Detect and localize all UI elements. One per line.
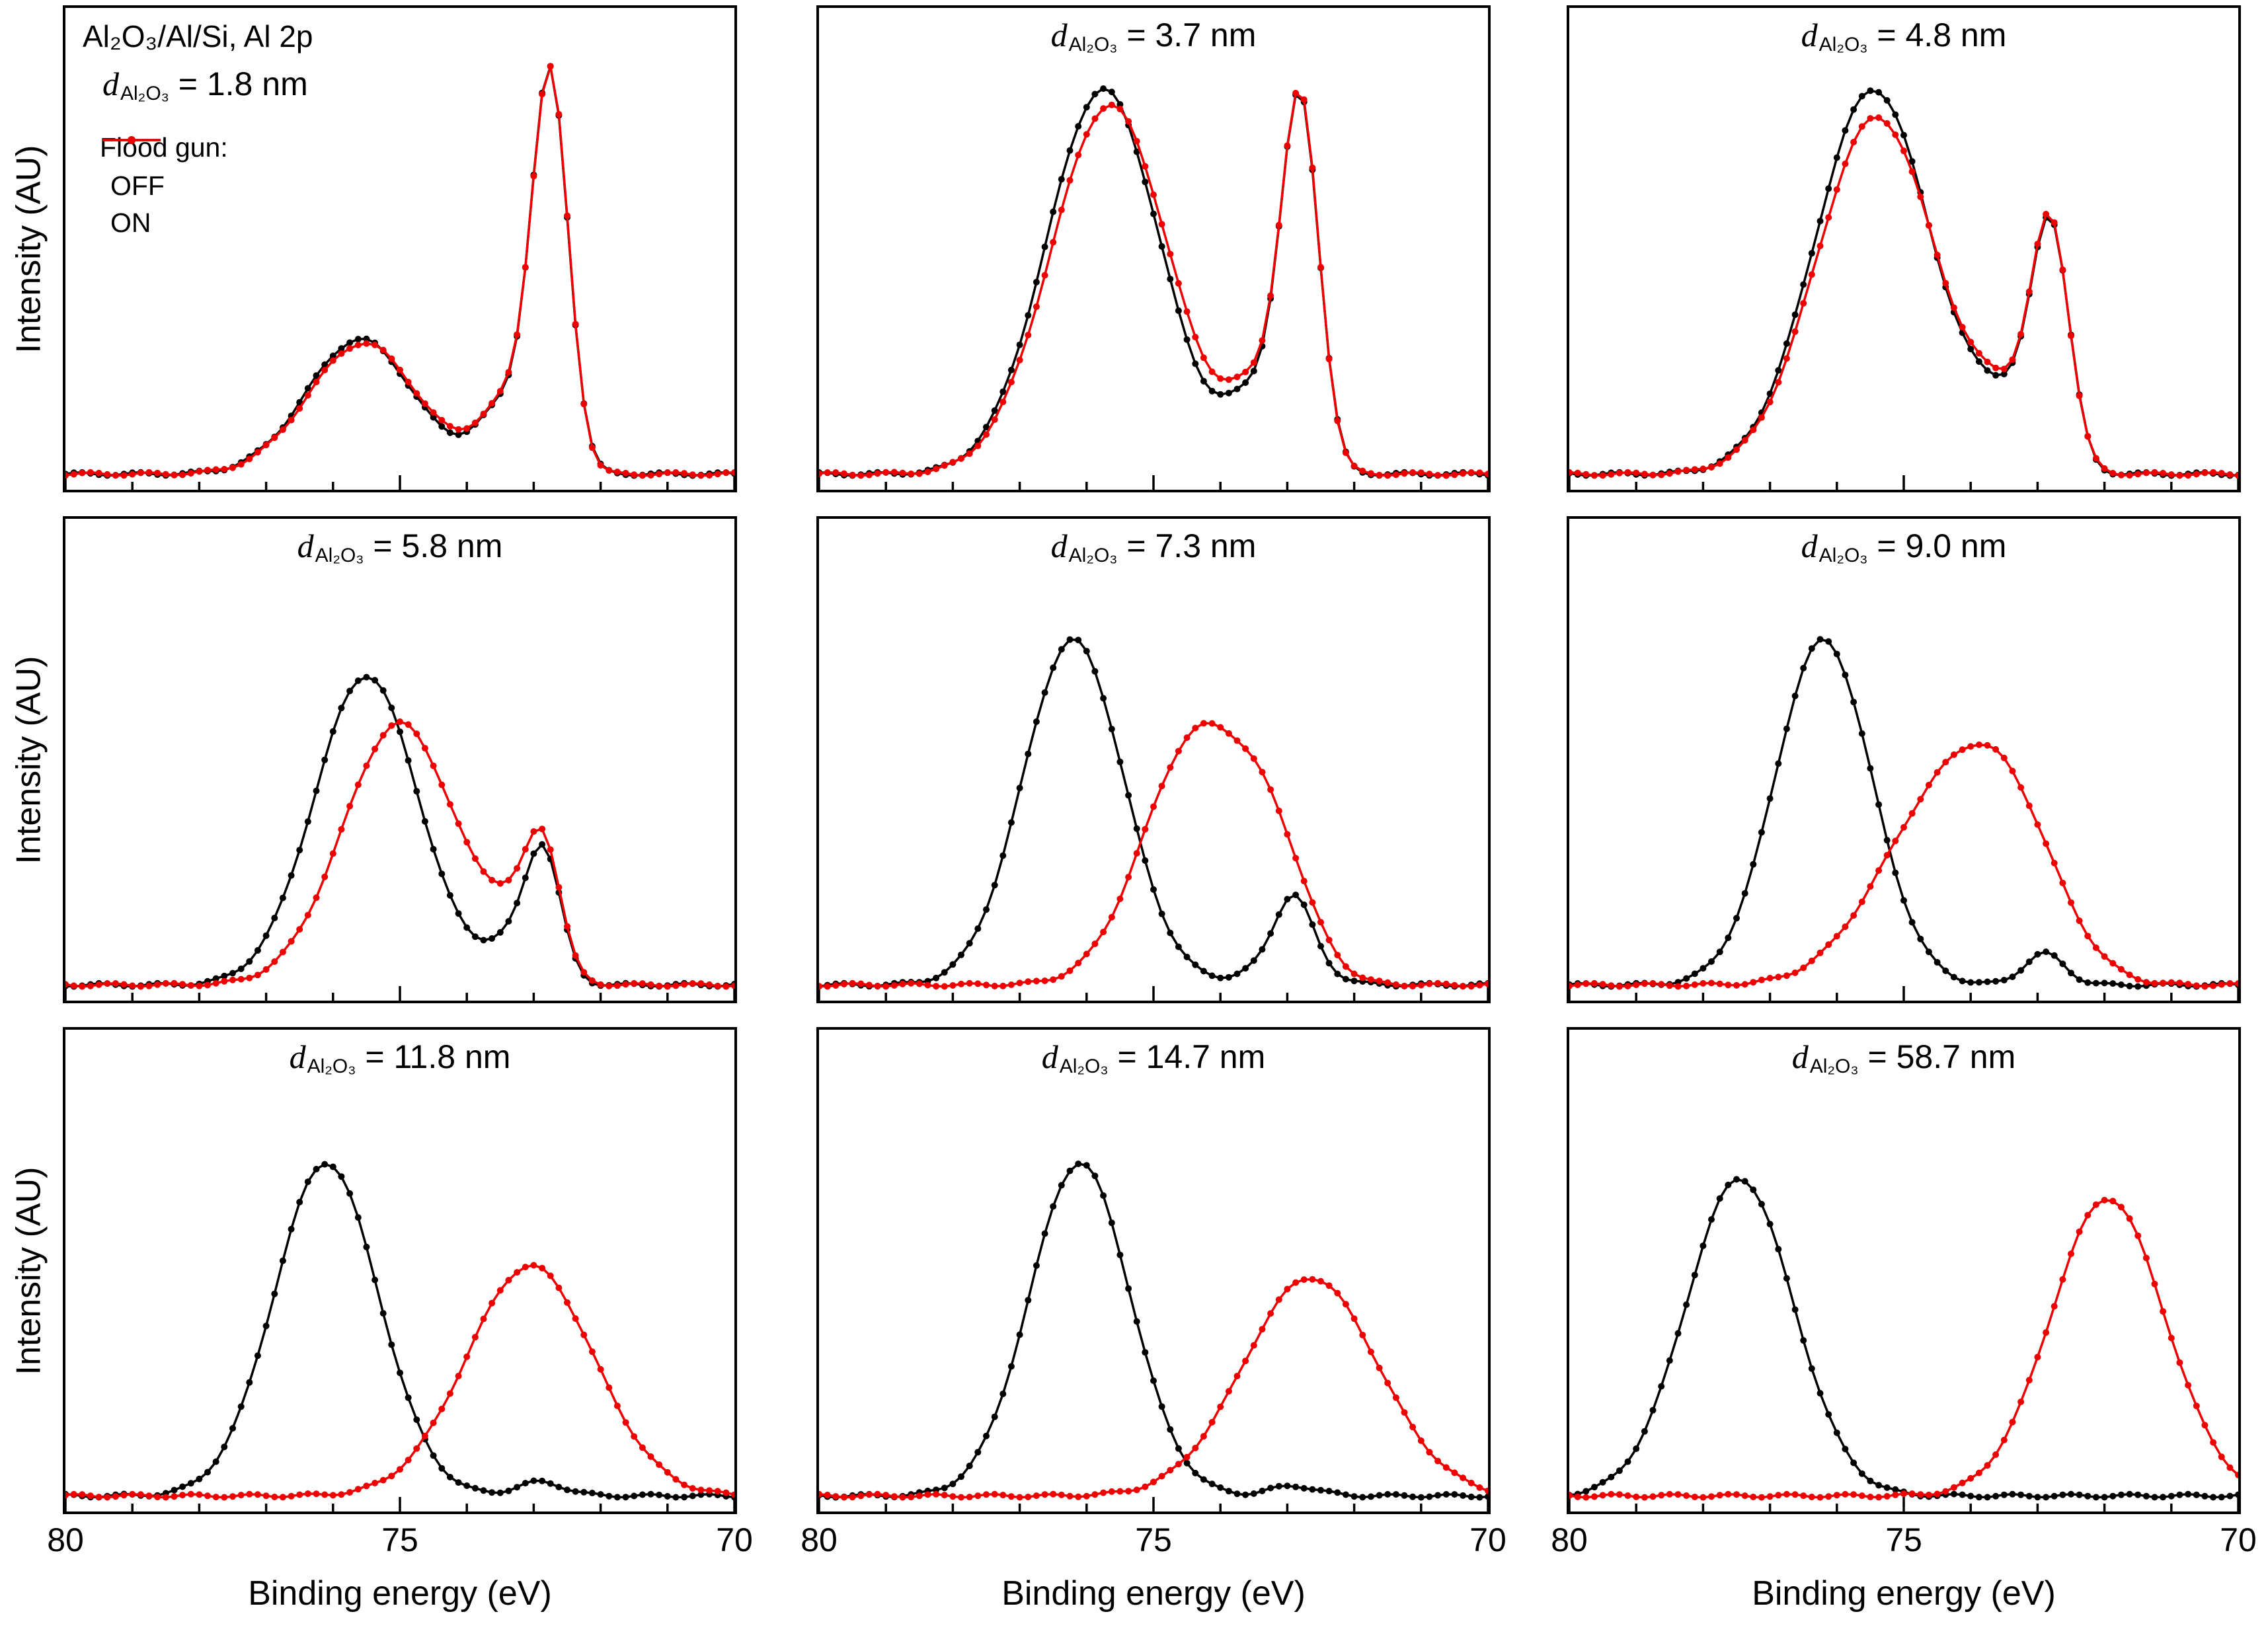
panel-title: dAl₂O₃ = 3.7 nm [819,16,1488,56]
legend-title: Flood gun: [100,132,228,163]
plot-svg [819,1161,1488,1511]
title-d-symbol: d [1050,17,1068,54]
curve-flood-gun-off [1569,636,2238,990]
curve-flood-gun-off [819,85,1488,479]
sample-label: Al₂O₃/Al/Si, Al 2p [83,19,313,54]
curve-flood-gun-off [819,1161,1488,1501]
curve-flood-gun-on [819,720,1488,990]
y-axis-label-text: Intensity (AU) [9,1167,48,1375]
panel-title: dAl₂O₃ = 14.7 nm [819,1038,1488,1077]
panel-5: dAl₂O₃ = 7.3 nm [816,516,1491,1003]
legend-entry-off: OFF [100,136,228,204]
panel-3: dAl₂O₃ = 4.8 nm [1567,5,2241,492]
title-d-symbol: d [1791,1038,1809,1075]
title-subscript: Al₂O₃ [315,544,364,566]
plot-svg [65,1161,734,1511]
panel-6: dAl₂O₃ = 9.0 nm [1567,516,2241,1003]
curve-flood-gun-on [65,1262,734,1501]
panel-title: dAl₂O₃ = 11.8 nm [65,1038,734,1077]
curve-flood-gun-on [819,89,1488,479]
x-tick-label: 80 [1551,1521,1588,1558]
title-value: = 58.7 nm [1858,1038,2016,1075]
x-tick-label: 70 [2220,1521,2257,1558]
curve-flood-gun-off [1569,87,2238,479]
title-subscript: Al₂O₃ [1068,33,1118,56]
plot-svg [65,63,734,490]
curve-flood-gun-off [819,636,1488,990]
title-value: = 5.8 nm [364,527,503,564]
panel-title: dAl₂O₃ = 4.8 nm [1569,16,2238,56]
title-value: = 4.8 nm [1867,17,2007,54]
title-value: = 11.8 nm [356,1038,511,1075]
title-value: = 9.0 nm [1867,527,2007,564]
title-d-symbol: d [1801,17,1818,54]
curve-flood-gun-off [1569,1176,2238,1501]
x-tick-label: 70 [1469,1521,1506,1558]
title-value: = 1.8 nm [169,65,308,102]
title-subscript: Al₂O₃ [1059,1055,1109,1077]
x-tick-label: 75 [1885,1521,1922,1558]
title-subscript: Al₂O₃ [120,82,169,104]
legend: Flood gun: OFF ON [100,132,228,241]
title-d-symbol: d [1041,1038,1058,1075]
title-subscript: Al₂O₃ [1068,544,1118,566]
plot-svg [1569,1176,2238,1511]
title-d-symbol: d [297,527,314,564]
panel-1: Al₂O₃/Al/Si, Al 2p dAl₂O₃ = 1.8 nm Flood g… [63,5,737,492]
x-tick-label: 75 [1135,1521,1172,1558]
title-subscript: Al₂O₃ [1818,544,1868,566]
panel-title: dAl₂O₃ = 7.3 nm [819,527,1488,566]
title-d-symbol: d [1050,527,1068,564]
y-axis-label-text: Intensity (AU) [9,145,48,353]
curve-flood-gun-off [65,1161,734,1501]
curve-flood-gun-on [1569,114,2238,479]
x-tick-label: 80 [47,1521,84,1558]
panel-2: dAl₂O₃ = 3.7 nm [816,5,1491,492]
panel-title: dAl₂O₃ = 1.8 nm [102,65,308,104]
x-tick-label: 70 [716,1521,753,1558]
y-axis-label: Intensity (AU) [5,5,52,492]
y-axis-label: Intensity (AU) [5,1027,52,1514]
title-subscript: Al₂O₃ [307,1055,356,1077]
title-value: = 7.3 nm [1117,527,1257,564]
x-axis-label: Binding energy (eV) [248,1574,552,1613]
title-subscript: Al₂O₃ [1809,1055,1859,1077]
legend-line-marker-icon [102,136,161,144]
panel-title: dAl₂O₃ = 5.8 nm [65,527,734,566]
plot-svg [1569,87,2238,490]
x-tick-label: 75 [381,1521,418,1558]
panel-7: dAl₂O₃ = 11.8 nm [63,1027,737,1514]
plot-svg [819,85,1488,490]
curve-flood-gun-on [1569,741,2238,990]
x-axis-label: Binding energy (eV) [1752,1574,2056,1613]
panel-9: dAl₂O₃ = 58.7 nm [1567,1027,2241,1514]
legend-label-on: ON [110,207,151,238]
y-axis-label: Intensity (AU) [5,516,52,1003]
panel-8: dAl₂O₃ = 14.7 nm [816,1027,1491,1514]
y-axis-label-text: Intensity (AU) [9,656,48,864]
curve-flood-gun-on [1569,1196,2238,1501]
title-subscript: Al₂O₃ [1818,33,1868,56]
panel-title: dAl₂O₃ = 58.7 nm [1569,1038,2238,1077]
plot-svg [1569,636,2238,1001]
title-d-symbol: d [1801,527,1818,564]
x-tick-label: 80 [801,1521,838,1558]
panel-4: dAl₂O₃ = 5.8 nm [63,516,737,1003]
curve-flood-gun-on [65,718,734,990]
panel-title: dAl₂O₃ = 9.0 nm [1569,527,2238,566]
title-d-symbol: d [102,65,119,102]
plot-svg [819,636,1488,1001]
plot-svg [65,673,734,1001]
curve-flood-gun-off [65,63,734,479]
title-d-symbol: d [289,1038,306,1075]
curve-flood-gun-on [819,1276,1488,1501]
title-value: = 3.7 nm [1117,17,1257,54]
x-axis-label: Binding energy (eV) [1001,1574,1306,1613]
curve-flood-gun-on [65,63,734,479]
legend-label-off: OFF [110,170,165,201]
legend-entry-on: ON [100,136,228,241]
title-value: = 14.7 nm [1108,1038,1266,1075]
